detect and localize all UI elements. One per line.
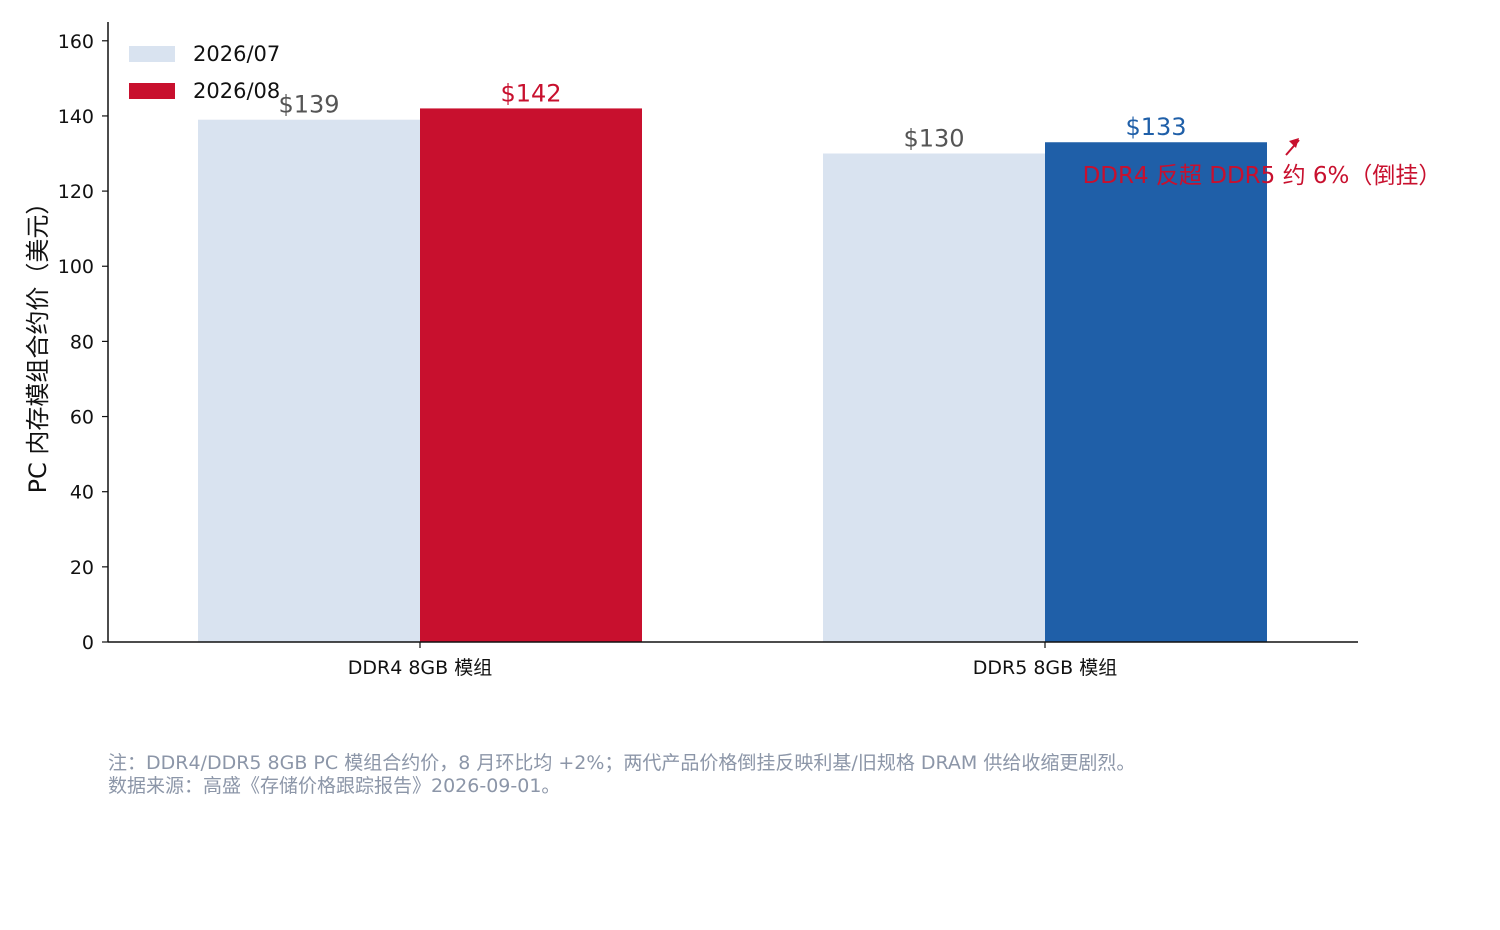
bar bbox=[1045, 142, 1267, 642]
legend: 2026/07 2026/08 bbox=[129, 42, 280, 103]
legend-label: 2026/07 bbox=[193, 42, 280, 66]
note-line: 注：DDR4/DDR5 8GB PC 模组合约价，8 月环比均 +2%；两代产品… bbox=[108, 752, 1136, 774]
x-tick-label: DDR5 8GB 模组 bbox=[973, 657, 1117, 679]
annotation: DDR4 反超 DDR5 约 6%（倒挂） bbox=[1083, 138, 1442, 189]
y-tick-label: 40 bbox=[70, 482, 94, 504]
value-labels: $139 $142 $130 $133 bbox=[278, 79, 1186, 152]
y-tick-label: 0 bbox=[82, 632, 94, 654]
y-tick-label: 100 bbox=[58, 256, 94, 278]
y-tick-label: 20 bbox=[70, 557, 94, 579]
bar-value-label: $142 bbox=[500, 79, 561, 107]
bar-value-label: $133 bbox=[1125, 113, 1186, 141]
bars-group bbox=[198, 108, 1267, 643]
legend-swatch bbox=[129, 83, 175, 99]
y-tick-label: 60 bbox=[70, 407, 94, 429]
source-line: 数据来源：高盛《存储价格跟踪报告》2026-09-01。 bbox=[108, 775, 561, 797]
x-tick-label: DDR4 8GB 模组 bbox=[348, 657, 492, 679]
x-axis: DDR4 8GB 模组 DDR5 8GB 模组 bbox=[108, 641, 1358, 679]
bar bbox=[420, 108, 642, 642]
bar-value-label: $139 bbox=[278, 91, 339, 119]
y-axis-label: PC 内存模组合约价（美元） bbox=[24, 191, 52, 494]
bar bbox=[823, 153, 1045, 643]
y-tick-label: 120 bbox=[58, 181, 94, 203]
y-tick-label: 160 bbox=[58, 31, 94, 53]
y-axis: 0 20 40 60 80 100 120 140 160 bbox=[58, 22, 109, 654]
y-tick-label: 140 bbox=[58, 106, 94, 128]
annotation-arrow-head bbox=[1289, 138, 1299, 148]
chart-notes: 注：DDR4/DDR5 8GB PC 模组合约价，8 月环比均 +2%；两代产品… bbox=[108, 752, 1135, 798]
annotation-text: DDR4 反超 DDR5 约 6%（倒挂） bbox=[1083, 163, 1442, 189]
bar bbox=[198, 119, 420, 643]
bar-value-label: $130 bbox=[903, 125, 964, 153]
legend-swatch bbox=[129, 46, 175, 62]
y-tick-label: 80 bbox=[70, 331, 94, 353]
legend-label: 2026/08 bbox=[193, 79, 280, 103]
